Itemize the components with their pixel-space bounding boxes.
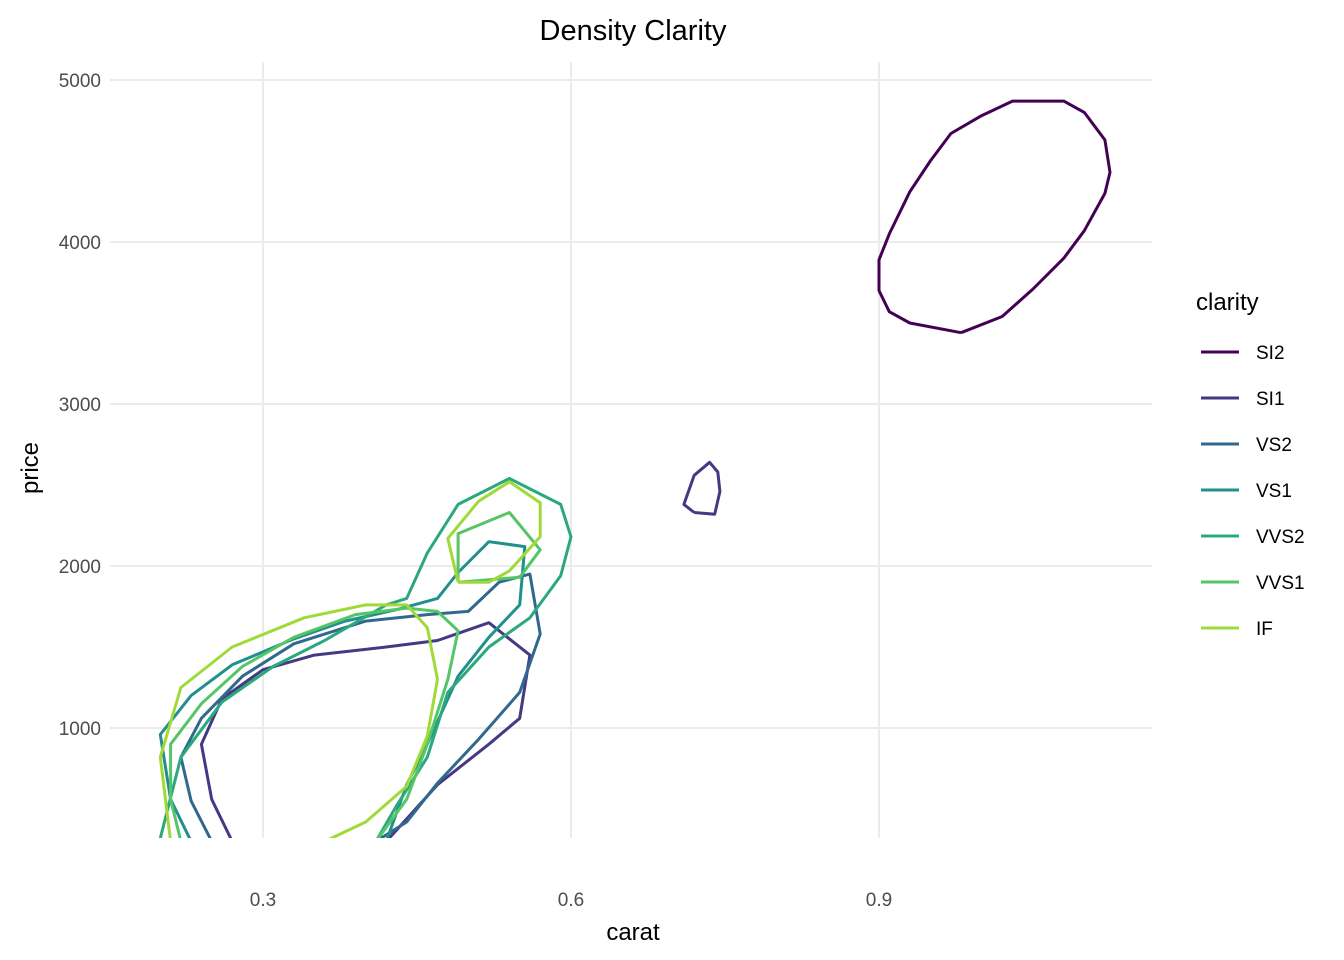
gridlines [110, 62, 1152, 838]
contour-line [158, 603, 439, 838]
contour-line [682, 460, 722, 516]
y-tick-label: 2000 [59, 557, 101, 578]
legend-item-vvs1: VVS1 [1201, 573, 1305, 594]
legend-label: SI2 [1256, 343, 1285, 364]
contour-layer [158, 99, 1112, 838]
x-tick-label: 0.6 [558, 890, 584, 911]
series-vvs1 [169, 511, 542, 838]
series-vs2 [179, 572, 542, 838]
series-si1 [199, 460, 722, 838]
y-tick-label: 1000 [59, 719, 101, 740]
legend-item-vs1: VS1 [1201, 481, 1292, 502]
y-tick-label: 3000 [59, 395, 101, 416]
legend-label: VVS1 [1256, 573, 1305, 594]
y-axis-title: price [17, 442, 44, 494]
x-axis-ticks: 0.3 0.6 0.9 [250, 890, 892, 911]
x-tick-label: 0.3 [250, 890, 276, 911]
legend-label: VVS2 [1256, 527, 1305, 548]
legend-item-vs2: VS2 [1201, 435, 1292, 456]
y-tick-label: 4000 [59, 233, 101, 254]
legend: clarity SI2 SI1 VS2 VS1 VVS2 VVS1 IF [1196, 289, 1305, 640]
y-axis-ticks: 1000 2000 3000 4000 5000 [59, 71, 101, 740]
legend-item-si2: SI2 [1201, 343, 1285, 364]
series-vvs2 [158, 477, 573, 838]
contour-line [158, 477, 573, 838]
series-if [158, 480, 542, 838]
contour-line [179, 572, 542, 838]
series-si2 [877, 99, 1112, 335]
legend-label: VS1 [1256, 481, 1292, 502]
x-tick-label: 0.9 [866, 890, 892, 911]
legend-item-si1: SI1 [1201, 389, 1285, 410]
x-axis-title: carat [606, 919, 660, 946]
contour-line [446, 480, 542, 584]
contour-line [199, 621, 532, 838]
legend-label: VS2 [1256, 435, 1292, 456]
legend-item-if: IF [1201, 619, 1273, 640]
legend-label: IF [1256, 619, 1273, 640]
chart-title: Density Clarity [540, 15, 727, 47]
legend-title: clarity [1196, 289, 1259, 316]
legend-item-vvs2: VVS2 [1201, 527, 1305, 548]
y-tick-label: 5000 [59, 71, 101, 92]
contour-line [877, 99, 1112, 335]
legend-label: SI1 [1256, 389, 1285, 410]
contour-line [169, 606, 460, 838]
contour-line [456, 511, 542, 584]
